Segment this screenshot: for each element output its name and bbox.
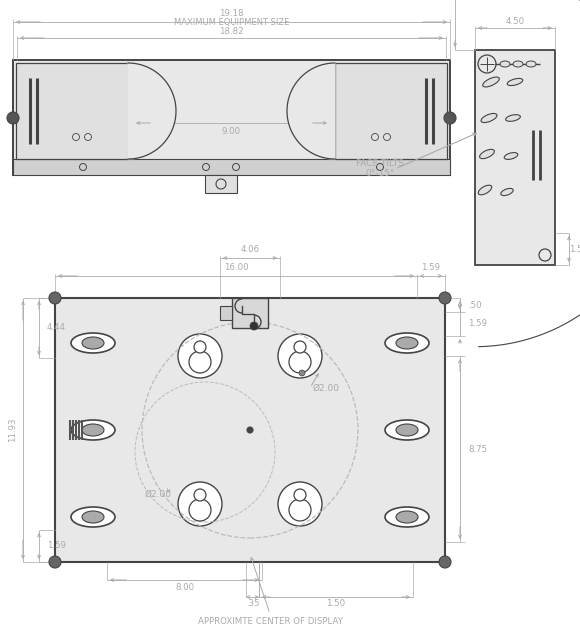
Circle shape bbox=[194, 489, 206, 501]
Text: 16.00: 16.00 bbox=[224, 264, 248, 273]
Ellipse shape bbox=[501, 189, 513, 196]
Circle shape bbox=[189, 499, 211, 521]
Text: 0°-15°: 0°-15° bbox=[365, 168, 395, 177]
Text: MAXIMUM EQUIPMENT SIZE: MAXIMUM EQUIPMENT SIZE bbox=[174, 18, 289, 27]
Bar bbox=[335, 63, 447, 159]
Ellipse shape bbox=[82, 337, 104, 349]
Polygon shape bbox=[287, 63, 335, 159]
Text: 4.50: 4.50 bbox=[505, 16, 524, 25]
Bar bbox=[205, 175, 237, 193]
Bar bbox=[232, 298, 268, 328]
Polygon shape bbox=[128, 63, 176, 159]
Circle shape bbox=[444, 112, 456, 124]
Circle shape bbox=[289, 499, 311, 521]
Circle shape bbox=[7, 112, 19, 124]
Circle shape bbox=[439, 556, 451, 568]
Text: 18.82: 18.82 bbox=[219, 27, 244, 35]
Bar bbox=[55, 298, 445, 562]
Circle shape bbox=[178, 334, 222, 378]
Text: 8.00: 8.00 bbox=[175, 582, 194, 591]
Bar bbox=[13, 60, 450, 175]
Text: 1.59: 1.59 bbox=[570, 244, 580, 254]
Text: Ø2.00: Ø2.00 bbox=[313, 384, 340, 392]
Ellipse shape bbox=[478, 185, 492, 195]
Text: APPROXIMTE CENTER OF DISPLAY: APPROXIMTE CENTER OF DISPLAY bbox=[198, 618, 343, 627]
Text: 19.18: 19.18 bbox=[219, 9, 244, 18]
Ellipse shape bbox=[82, 511, 104, 523]
Bar bbox=[16, 63, 128, 159]
Ellipse shape bbox=[396, 337, 418, 349]
Ellipse shape bbox=[71, 333, 115, 353]
Ellipse shape bbox=[396, 511, 418, 523]
Circle shape bbox=[294, 489, 306, 501]
Circle shape bbox=[250, 322, 258, 330]
Ellipse shape bbox=[480, 150, 494, 158]
Text: 4.06: 4.06 bbox=[241, 245, 260, 254]
Ellipse shape bbox=[71, 507, 115, 527]
Ellipse shape bbox=[385, 507, 429, 527]
Circle shape bbox=[49, 292, 61, 304]
Text: 1.59: 1.59 bbox=[468, 319, 487, 329]
Text: 11.93: 11.93 bbox=[9, 418, 17, 442]
Circle shape bbox=[439, 292, 451, 304]
Ellipse shape bbox=[513, 61, 523, 67]
Circle shape bbox=[49, 556, 61, 568]
Text: .35: .35 bbox=[246, 598, 259, 608]
Ellipse shape bbox=[508, 78, 523, 86]
Circle shape bbox=[189, 351, 211, 373]
Text: Ø2.00: Ø2.00 bbox=[145, 490, 172, 498]
Bar bbox=[13, 159, 450, 175]
Text: 1.59: 1.59 bbox=[47, 541, 66, 550]
Ellipse shape bbox=[526, 61, 536, 67]
Bar bbox=[475, 50, 555, 265]
Ellipse shape bbox=[71, 420, 115, 440]
Ellipse shape bbox=[82, 424, 104, 436]
Ellipse shape bbox=[504, 153, 518, 160]
Circle shape bbox=[299, 370, 305, 376]
Circle shape bbox=[278, 482, 322, 526]
Ellipse shape bbox=[500, 61, 510, 67]
Ellipse shape bbox=[385, 333, 429, 353]
Text: FACE TILTS: FACE TILTS bbox=[356, 158, 404, 167]
Circle shape bbox=[194, 341, 206, 353]
Ellipse shape bbox=[483, 77, 499, 87]
Ellipse shape bbox=[506, 115, 520, 121]
Ellipse shape bbox=[385, 420, 429, 440]
Text: 1.50: 1.50 bbox=[327, 598, 346, 608]
Circle shape bbox=[294, 341, 306, 353]
Text: 1.59: 1.59 bbox=[422, 264, 440, 273]
Text: 4.44: 4.44 bbox=[47, 324, 66, 333]
Text: 8.75: 8.75 bbox=[468, 444, 487, 454]
Text: 9.00: 9.00 bbox=[222, 126, 241, 136]
Circle shape bbox=[247, 427, 253, 433]
Ellipse shape bbox=[396, 424, 418, 436]
Circle shape bbox=[178, 482, 222, 526]
Circle shape bbox=[289, 351, 311, 373]
Bar bbox=[220, 306, 232, 320]
Text: .50: .50 bbox=[468, 300, 481, 309]
Ellipse shape bbox=[481, 114, 497, 122]
Circle shape bbox=[278, 334, 322, 378]
